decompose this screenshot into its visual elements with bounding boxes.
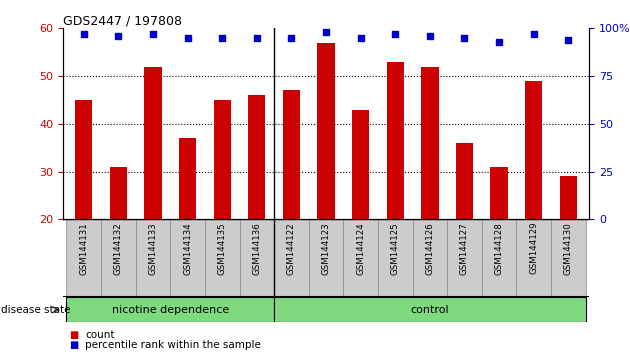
Point [459, 35, 469, 41]
Bar [551, 219, 586, 297]
Point [252, 35, 262, 41]
Text: GSM144136: GSM144136 [252, 222, 261, 275]
Bar [66, 219, 101, 297]
Point [148, 31, 158, 37]
Text: GSM144133: GSM144133 [149, 222, 158, 275]
Bar [343, 219, 378, 297]
Bar [559, 176, 577, 219]
Bar [170, 219, 205, 297]
Bar [309, 219, 343, 297]
Text: GSM144122: GSM144122 [287, 222, 296, 275]
Text: GSM144127: GSM144127 [460, 222, 469, 275]
Text: count: count [85, 330, 115, 339]
Text: ■: ■ [69, 340, 79, 350]
Bar [110, 167, 127, 219]
Text: control: control [411, 305, 449, 315]
Point [425, 33, 435, 39]
Bar [205, 219, 239, 297]
Text: GSM144131: GSM144131 [79, 222, 88, 275]
Point [321, 29, 331, 35]
Bar [456, 143, 473, 219]
Bar [318, 42, 335, 219]
Text: disease state: disease state [1, 305, 71, 315]
Bar [517, 219, 551, 297]
Bar [101, 219, 135, 297]
Bar [239, 219, 274, 297]
Bar [387, 62, 404, 219]
Bar [248, 95, 265, 219]
Text: ■: ■ [69, 330, 79, 339]
Point [563, 37, 573, 42]
Text: percentile rank within the sample: percentile rank within the sample [85, 340, 261, 350]
Bar [421, 67, 438, 219]
Point [287, 35, 297, 41]
Text: GSM144132: GSM144132 [114, 222, 123, 275]
Text: nicotine dependence: nicotine dependence [112, 305, 229, 315]
Point [183, 35, 193, 41]
Bar [447, 219, 482, 297]
Text: GSM144123: GSM144123 [321, 222, 331, 275]
Bar [75, 100, 93, 219]
Text: GSM144129: GSM144129 [529, 222, 538, 274]
Point [494, 39, 504, 45]
Bar [482, 219, 517, 297]
Point [355, 35, 365, 41]
Bar [66, 297, 274, 322]
Bar [135, 219, 170, 297]
Text: GSM144125: GSM144125 [391, 222, 400, 275]
Bar [283, 91, 300, 219]
Point [113, 33, 123, 39]
Point [79, 31, 89, 37]
Bar [378, 219, 413, 297]
Bar [179, 138, 196, 219]
Point [390, 31, 400, 37]
Text: GDS2447 / 197808: GDS2447 / 197808 [63, 14, 182, 27]
Bar [214, 100, 231, 219]
Bar [274, 219, 309, 297]
Bar [274, 297, 586, 322]
Bar [144, 67, 162, 219]
Bar [525, 81, 542, 219]
Text: GSM144130: GSM144130 [564, 222, 573, 275]
Bar [413, 219, 447, 297]
Text: GSM144134: GSM144134 [183, 222, 192, 275]
Text: GSM144128: GSM144128 [495, 222, 503, 275]
Point [217, 35, 227, 41]
Text: GSM144135: GSM144135 [218, 222, 227, 275]
Text: GSM144124: GSM144124 [356, 222, 365, 275]
Bar [490, 167, 508, 219]
Bar [352, 110, 369, 219]
Text: GSM144126: GSM144126 [425, 222, 434, 275]
Point [529, 31, 539, 37]
